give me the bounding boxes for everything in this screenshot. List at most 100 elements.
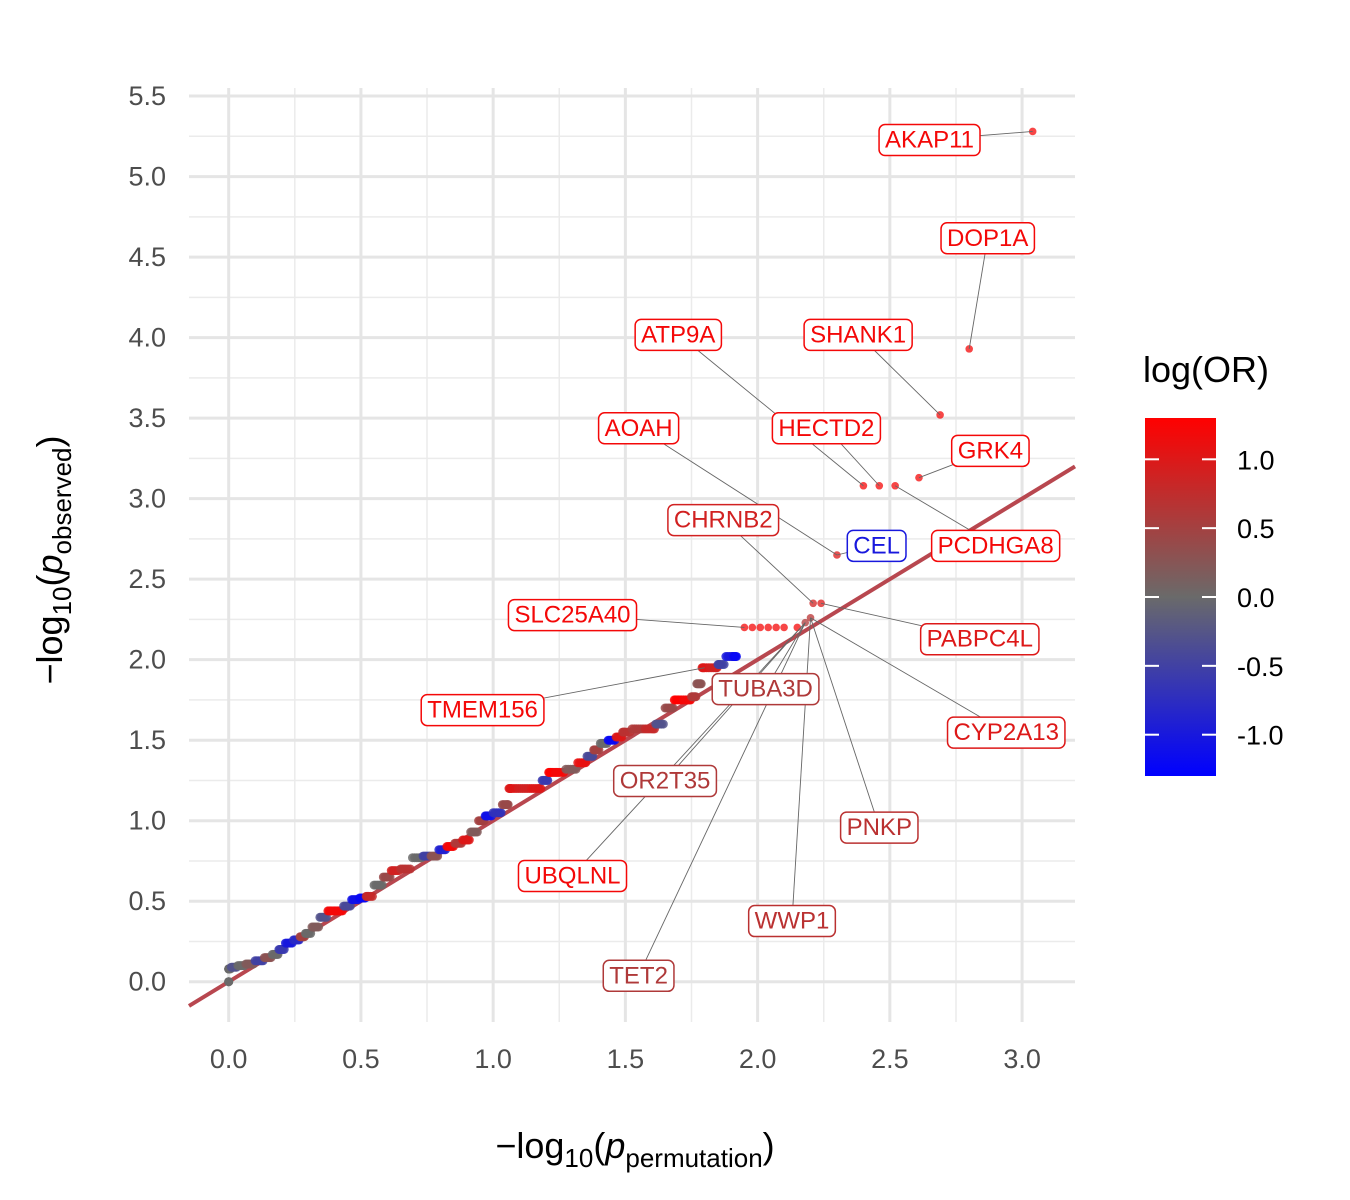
data-point <box>731 651 741 661</box>
gene-label-text: SLC25A40 <box>514 602 630 629</box>
label-segment <box>572 622 806 876</box>
gene-label-grk4: GRK4 <box>950 434 1030 468</box>
x-tick-label: 0.0 <box>210 1044 248 1074</box>
gene-label-akap11: AKAP11 <box>878 123 981 157</box>
gene-label-text: AKAP11 <box>885 127 974 154</box>
gene-label-cyp2a13: CYP2A13 <box>946 716 1066 749</box>
data-point <box>658 719 668 729</box>
y-tick-label: 3.0 <box>128 484 166 514</box>
gene-label-box <box>919 622 1040 656</box>
gene-label-shank1: SHANK1 <box>803 318 913 352</box>
y-tick-label: 0.0 <box>128 967 166 997</box>
y-tick-label: 1.5 <box>128 725 166 755</box>
gene-label-box <box>771 412 882 445</box>
gene-label-pnkp: PNKP <box>839 811 919 844</box>
gene-label-box <box>667 503 780 537</box>
gene-label-text: CYP2A13 <box>954 719 1059 746</box>
highlight-point <box>793 623 802 632</box>
y-tick-label: 4.0 <box>128 323 166 353</box>
y-tick-label: 2.5 <box>128 564 166 594</box>
gene-label-pcdhga8: PCDHGA8 <box>930 529 1061 563</box>
gene-label-box <box>747 904 837 938</box>
y-tick-label: 1.0 <box>128 806 166 836</box>
gene-label-text: PNKP <box>847 814 912 841</box>
legend-ticks: 1.0 0.5 0.0 -0.5 -1.0 <box>1145 445 1284 751</box>
x-axis-title: −log10(ppermutation) <box>495 1125 774 1173</box>
data-point <box>405 864 415 874</box>
data-point <box>719 660 729 669</box>
gene-label-text: GRK4 <box>958 437 1023 464</box>
gene-label-wwp1: WWP1 <box>747 904 837 938</box>
highlight-point <box>748 623 757 632</box>
highlight-point <box>772 623 780 632</box>
gene-label-text: TET2 <box>609 962 668 989</box>
y-tick-label: 4.5 <box>128 242 166 272</box>
gene-label-text: TUBA3D <box>718 676 813 703</box>
gene-label-text: HECTD2 <box>778 415 874 442</box>
y-tick-label: 5.0 <box>128 162 166 192</box>
label-segment <box>791 617 811 921</box>
gene-label-text: AOAH <box>605 415 673 442</box>
data-point <box>668 703 678 713</box>
data-point <box>464 835 474 845</box>
gene-label-box <box>597 412 680 445</box>
gene-label-box <box>517 859 628 893</box>
x-tick-label: 0.5 <box>342 1044 380 1074</box>
data-point <box>224 977 234 987</box>
highlight-point <box>915 473 923 482</box>
data-point <box>377 880 387 890</box>
gene-label-text: TMEM156 <box>427 697 538 724</box>
gene-label-dop1a: DOP1A <box>940 222 1036 255</box>
gene-label-box <box>946 716 1066 749</box>
gene-label-text: PABPC4L <box>927 626 1033 653</box>
x-tick-label: 1.5 <box>607 1044 645 1074</box>
gene-label-tuba3d: TUBA3D <box>711 672 820 706</box>
legend-title: log(OR) <box>1143 349 1269 390</box>
gene-label-or2t35: OR2T35 <box>612 764 718 798</box>
gene-label-box <box>634 318 723 352</box>
gene-label-box <box>612 764 718 798</box>
data-point <box>536 784 546 793</box>
points-layer <box>224 127 1037 987</box>
x-axis-tick-labels: 0.0 0.5 1.0 1.5 2.0 2.5 3.0 <box>210 1044 1041 1074</box>
x-tick-label: 2.5 <box>871 1044 909 1074</box>
color-legend: log(OR) 1.0 0.5 0.0 -0.5 -1.0 <box>1143 349 1284 776</box>
gene-label-box <box>846 529 907 563</box>
gene-label-ubqlnl: UBQLNL <box>517 859 628 893</box>
data-point <box>503 800 513 810</box>
gene-label-hectd2: HECTD2 <box>771 412 882 445</box>
gene-label-slc25a40: SLC25A40 <box>507 598 638 632</box>
gene-label-box <box>602 959 675 993</box>
highlight-point <box>756 623 765 632</box>
gene-label-text: PCDHGA8 <box>938 532 1054 559</box>
data-point <box>367 891 377 901</box>
gene-label-text: OR2T35 <box>620 767 711 794</box>
gene-label-text: WWP1 <box>755 908 830 935</box>
highlight-point <box>780 623 788 632</box>
gene-label-atp9a: ATP9A <box>634 318 723 352</box>
label-segment <box>810 617 880 828</box>
panel: AKAP11 DOP1A SHANK1 ATP9A HECTD2 AOAH GRK4 CHRN… <box>187 88 1077 1022</box>
x-tick-label: 2.0 <box>739 1044 777 1074</box>
y-axis-tick-labels: 0.0 0.5 1.0 1.5 2.0 2.5 3.0 3.5 4.0 4.5 5.0 5.5 <box>128 81 166 997</box>
legend-tick-label: 0.0 <box>1237 583 1275 613</box>
gene-label-box <box>803 318 913 352</box>
gene-label-text: CHRNB2 <box>674 507 773 534</box>
gene-label-box <box>711 672 820 706</box>
gene-label-cel: CEL <box>846 529 907 563</box>
data-point <box>314 922 324 932</box>
gene-label-chrnb2: CHRNB2 <box>667 503 780 537</box>
legend-tick-label: 1.0 <box>1237 445 1275 475</box>
gene-label-box <box>839 811 919 844</box>
gene-label-box <box>507 598 638 632</box>
gene-label-tet2: TET2 <box>602 959 675 993</box>
gene-label-tmem156: TMEM156 <box>420 693 545 727</box>
highlight-point <box>764 623 773 632</box>
label-segment <box>810 617 1007 733</box>
gene-label-text: CEL <box>853 532 900 559</box>
gene-label-box <box>930 529 1061 563</box>
data-point <box>691 692 701 702</box>
data-point <box>543 775 553 785</box>
legend-tick-label: 0.5 <box>1237 514 1275 544</box>
